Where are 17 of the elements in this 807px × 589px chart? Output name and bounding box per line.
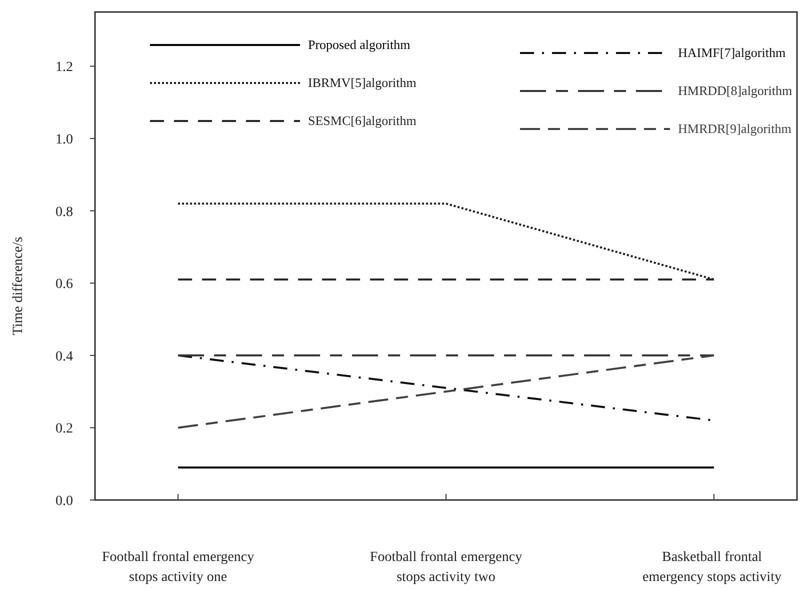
y-tick-label: 0.4	[56, 349, 73, 364]
y-axis-title: Time difference/s	[11, 236, 26, 336]
y-tick-label: 0.2	[56, 422, 73, 437]
x-tick-label: Football frontal emergency stops activity two	[370, 550, 522, 585]
x-tick-label: Football frontal emergency stops activity one	[102, 550, 254, 585]
text: Proposed algorithm	[308, 37, 410, 52]
y-tick-label: 1.2	[56, 60, 73, 76]
y-tick-label: 0.8	[56, 204, 73, 220]
text: HAIMF[7]algorithm	[678, 45, 786, 60]
text: IBRMV[5]algorithm	[308, 75, 416, 90]
text: HMRDR[9]algorithm	[678, 121, 792, 136]
x-tick-label: Basketball frontal emergency stops activity	[642, 550, 782, 585]
y-tick-label: 1.0	[56, 132, 73, 148]
y-tick-label: 0.6	[56, 277, 73, 292]
y-tick-label: 0.0	[56, 494, 73, 509]
text: SESMC[6]algorithm	[308, 113, 416, 128]
text: HMRDD[8]algorithm	[678, 83, 792, 98]
